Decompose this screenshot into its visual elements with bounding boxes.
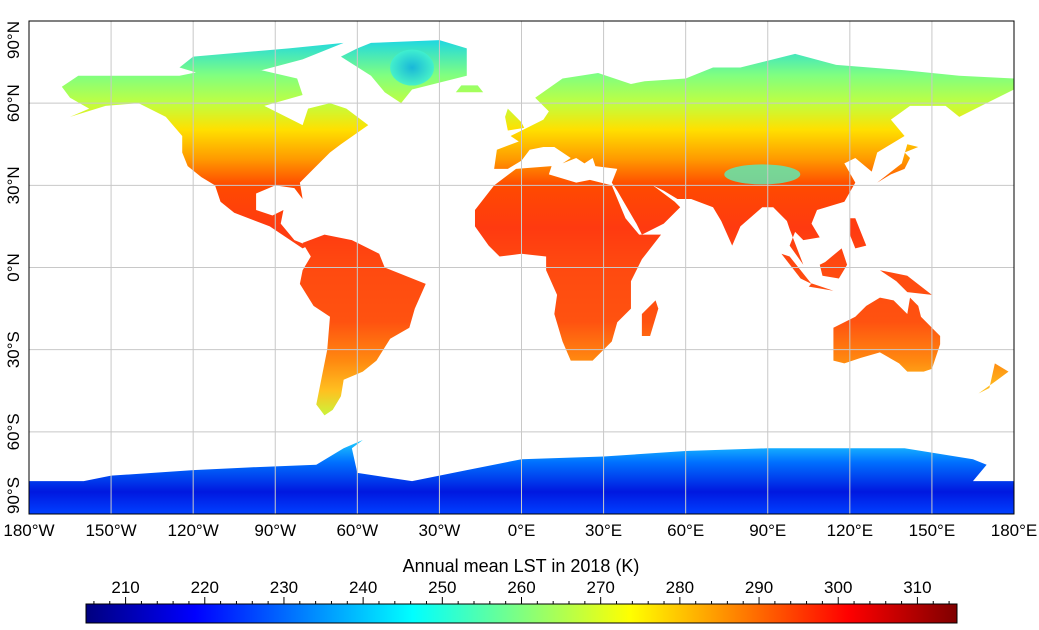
colorbar-tick-label: 310 [903, 578, 931, 597]
colorbar-tick-label: 270 [586, 578, 614, 597]
uk-landmass [505, 108, 525, 131]
longitude-label: 120°W [168, 521, 219, 540]
north-america-landmass [61, 67, 369, 249]
new-guinea-landmass [879, 270, 932, 295]
java-landmass [808, 283, 834, 291]
colorbar-title: Annual mean LST in 2018 (K) [403, 556, 640, 576]
colorbar [85, 603, 958, 624]
arctic-islands-landmass [179, 42, 344, 76]
longitude-label: 60°E [667, 521, 704, 540]
south-america-landmass [299, 234, 426, 416]
greenland-ice-sheet [390, 49, 435, 86]
madagascar-landmass [641, 300, 659, 336]
latitude-label: 90°S [4, 477, 23, 514]
colorbar-tick-label: 260 [507, 578, 535, 597]
longitude-label: 30°E [585, 521, 622, 540]
borneo-landmass [819, 248, 848, 279]
map-frame [28, 20, 1015, 515]
tibetan-plateau [724, 164, 801, 185]
longitude-label: 0°E [508, 521, 536, 540]
latitude-label: 60°N [4, 84, 23, 122]
australia-landmass [833, 297, 941, 372]
longitude-label: 60°W [336, 521, 378, 540]
longitude-label: 90°W [254, 521, 296, 540]
iceland-landmass [455, 85, 484, 93]
colorbar-tick-label: 210 [111, 578, 139, 597]
colorbar-ticks: 210 220 230 240 250 260 270 280 290 300 310 [93, 578, 950, 604]
colorbar-tick-label: 250 [428, 578, 456, 597]
colorbar-tick-label: 280 [666, 578, 694, 597]
new-zealand-landmass [978, 363, 1009, 394]
colorbar-tick-label: 300 [824, 578, 852, 597]
philippines-landmass [849, 218, 867, 249]
longitude-label: 30°W [419, 521, 461, 540]
longitude-label: 180°E [991, 521, 1038, 540]
longitude-label: 120°E [827, 521, 874, 540]
colorbar-tick-label: 240 [349, 578, 377, 597]
longitude-label: 150°E [909, 521, 956, 540]
graticule [29, 21, 1014, 514]
sumatra-landmass [781, 253, 812, 284]
longitude-label: 90°E [749, 521, 786, 540]
latitude-label: 0°N [4, 253, 23, 282]
colorbar-tick-label: 290 [745, 578, 773, 597]
longitude-label: 180°W [3, 521, 54, 540]
colorbar-tick-label: 230 [270, 578, 298, 597]
colorbar-tick-label: 220 [191, 578, 219, 597]
eurasia-landmass [494, 53, 1014, 265]
latitude-labels: 90°N 60°N 30°N 0°N 30°S 60°S 90°S [4, 21, 23, 514]
japan-landmass [877, 144, 919, 183]
latitude-label: 60°S [4, 413, 23, 450]
latitude-label: 30°N [4, 166, 23, 204]
latitude-label: 90°N [4, 21, 23, 59]
longitude-labels: 180°W 150°W 120°W 90°W 60°W 30°W 0°E 30°E 60°E 90… [3, 521, 1037, 540]
longitude-label: 150°W [85, 521, 136, 540]
latitude-label: 30°S [4, 331, 23, 368]
